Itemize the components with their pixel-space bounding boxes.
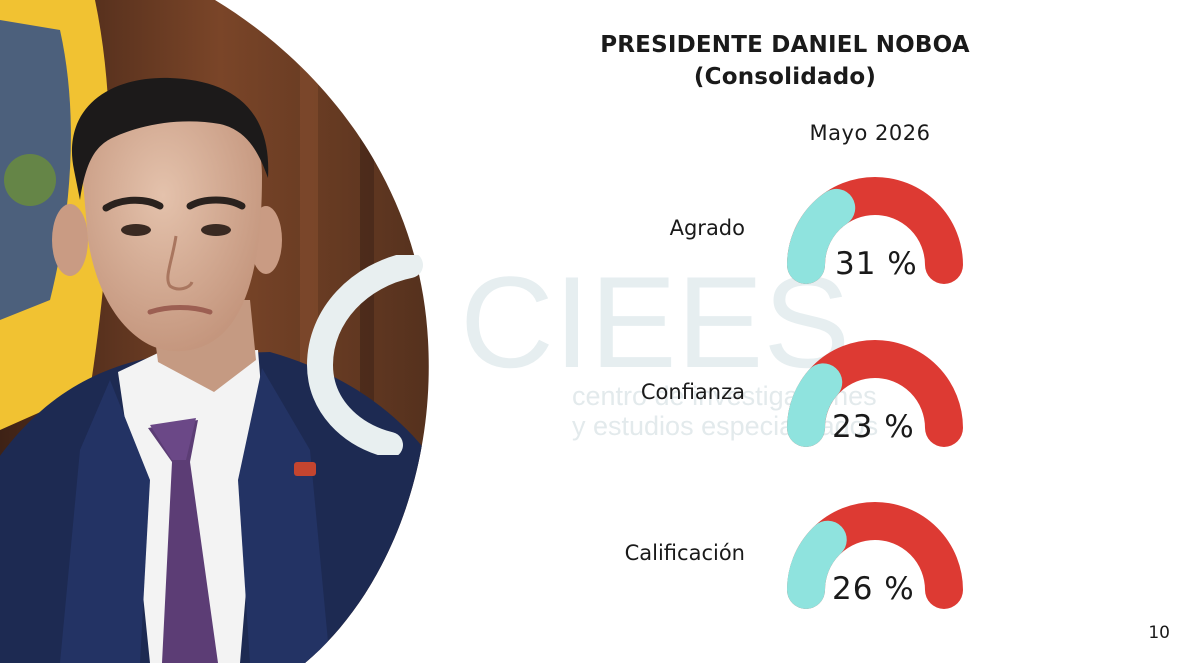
gauge-confianza-fill: [787, 363, 843, 447]
watermark-tagline-2: y estudios especializados: [572, 411, 878, 441]
page-number: 10: [1148, 623, 1170, 643]
gauge-calificacion-svg: [787, 502, 963, 609]
metric-label-calificacion: Calificación: [624, 541, 745, 565]
metric-value-calificacion: 26 %: [832, 571, 915, 607]
gauge-calificacion: [770, 502, 980, 615]
period-label: Mayo 2026: [809, 121, 931, 145]
metric-label-confianza: Confianza: [640, 380, 745, 404]
president-portrait: [0, 0, 440, 663]
watermark-brand: CIEES: [460, 255, 850, 395]
gauge-agrado-svg: [787, 177, 963, 284]
metric-label-agrado: Agrado: [669, 216, 745, 240]
slide-title: PRESIDENTE DANIEL NOBOA: [600, 32, 970, 58]
metric-value-agrado: 31 %: [835, 246, 918, 282]
gauge-agrado: [770, 177, 980, 290]
watermark-logo: CIEES centro de investigaciones y estudi…: [300, 255, 920, 455]
gauge-confianza-svg: [787, 340, 963, 447]
slide-subtitle: (Consolidado): [693, 64, 877, 90]
gauge-agrado-fill: [787, 188, 856, 284]
gauge-confianza: [770, 340, 980, 453]
gauge-calificacion-fill: [787, 520, 847, 609]
metric-value-confianza: 23 %: [832, 409, 915, 445]
